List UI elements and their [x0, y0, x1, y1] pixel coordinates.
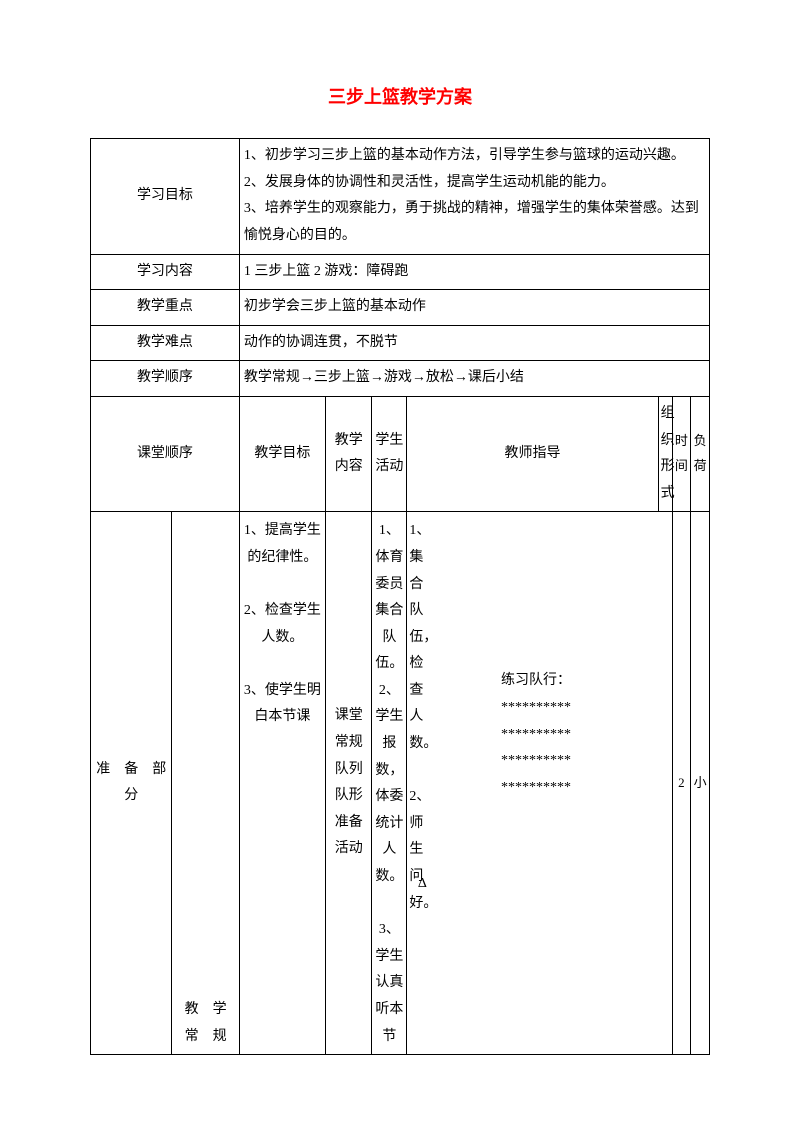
spacer-1: [658, 512, 665, 1055]
hdr-content: 教学内容: [325, 396, 372, 511]
org-row-4: **********: [416, 775, 656, 802]
content-objectives: 1、初步学习三步上篮的基本动作方法，引导学生参与篮球的运动兴趣。 2、发展身体的…: [239, 139, 709, 254]
hdr-load: 负荷: [691, 396, 710, 511]
section-prep: 准 备 部 分: [91, 512, 172, 1055]
label-content: 学习内容: [91, 254, 240, 290]
page-title: 三步上篮教学方案: [90, 80, 710, 114]
org-label: 练习队行：: [416, 668, 656, 695]
spacer-2: [665, 512, 672, 1055]
detail-teacher: 1、集合队伍，检查人数。 2、师生问好。: [407, 512, 414, 1055]
org-row-2: **********: [416, 722, 656, 749]
detail-org: 练习队行： ********** ********** ********** *…: [414, 512, 658, 1055]
hdr-time: 时间: [672, 396, 691, 511]
sub-routine: 教 学 常 规: [172, 512, 239, 1055]
detail-time: 2: [672, 512, 691, 1055]
detail-content: 课堂常规 队列队形 准备活动: [325, 512, 372, 1055]
org-row-1: **********: [416, 695, 656, 722]
label-difficulty: 教学难点: [91, 325, 240, 361]
detail-load: 小: [691, 512, 710, 1055]
hdr-teacher: 教师指导: [407, 396, 658, 511]
label-sequence: 教学顺序: [91, 361, 240, 397]
content-sequence: 教学常规→三步上篮→游戏→放松→课后小结: [239, 361, 709, 397]
label-objectives: 学习目标: [91, 139, 240, 254]
lesson-plan-table: 学习目标 1、初步学习三步上篮的基本动作方法，引导学生参与篮球的运动兴趣。 2、…: [90, 138, 710, 1055]
detail-goal: 1、提高学生的纪律性。 2、检查学生人数。 3、使学生明白本节课: [239, 512, 325, 1055]
hdr-class-order: 课堂顺序: [91, 396, 240, 511]
org-row-3: **********: [416, 748, 656, 775]
content-focus: 初步学会三步上篮的基本动作: [239, 290, 709, 326]
org-triangle: Δ: [416, 871, 656, 898]
detail-student: 1、体育委员集合队伍。2、学生报数，体委统计人数。 3、学生认真听本节: [372, 512, 407, 1055]
content-difficulty: 动作的协调连贯，不脱节: [239, 325, 709, 361]
hdr-goal: 教学目标: [239, 396, 325, 511]
hdr-org: 组织形式: [658, 396, 672, 511]
hdr-student: 学生活动: [372, 396, 407, 511]
content-content: 1 三步上篮 2 游戏：障碍跑: [239, 254, 709, 290]
label-focus: 教学重点: [91, 290, 240, 326]
